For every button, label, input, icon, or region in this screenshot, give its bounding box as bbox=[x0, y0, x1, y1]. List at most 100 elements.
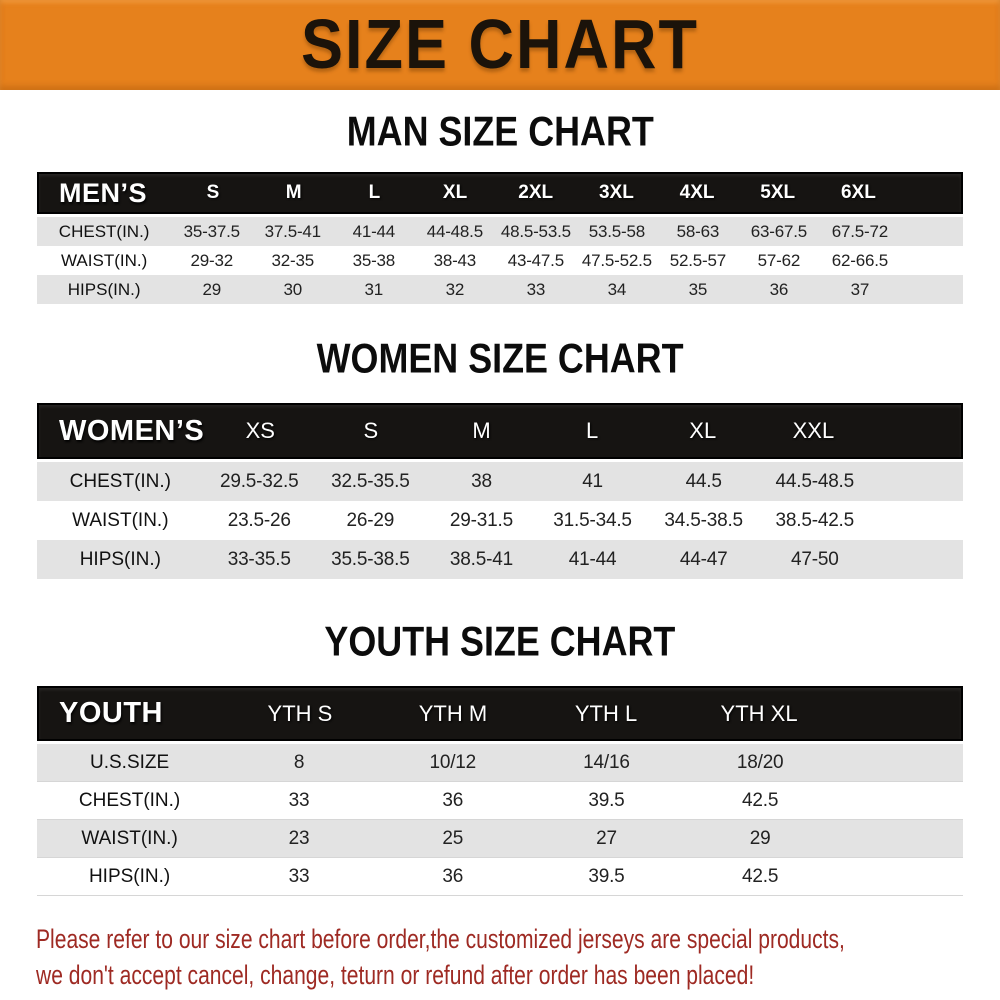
size-cell: 35.5-38.5 bbox=[331, 548, 410, 570]
size-cell: 42.5 bbox=[742, 865, 779, 887]
size-cell: 33 bbox=[288, 789, 310, 811]
mens-size-table: MEN’S S M L XL 2XL 3XL 4XL 5XL 6XL CHEST(IN.) 35-3… bbox=[37, 172, 963, 304]
youth-heading-text: YOUTH SIZE CHART bbox=[324, 618, 676, 665]
size-cell: 29 bbox=[749, 827, 771, 849]
size-cell: 32-35 bbox=[271, 250, 315, 270]
size-cell: 41 bbox=[582, 470, 603, 492]
size-cell: 67.5-72 bbox=[831, 221, 889, 241]
column-header: XL bbox=[442, 182, 468, 203]
size-cell: 33 bbox=[526, 279, 546, 299]
size-cell: 44-47 bbox=[679, 548, 728, 570]
column-header: S bbox=[206, 182, 220, 203]
size-cell: 10/12 bbox=[429, 751, 477, 773]
size-cell: 29-31.5 bbox=[449, 509, 513, 531]
womens-size-table: WOMEN’S XS S M L XL XXL CHEST(IN.) 29.5-32.5 32.… bbox=[37, 403, 963, 579]
row-label: CHEST(IN.) bbox=[69, 470, 171, 492]
size-cell: 48.5-53.5 bbox=[500, 221, 571, 241]
size-cell: 38.5-41 bbox=[449, 548, 513, 570]
table-row: CHEST(IN.) 33 36 39.5 42.5 bbox=[37, 782, 963, 820]
size-cell: 58-63 bbox=[676, 221, 720, 241]
row-label: HIPS(IN.) bbox=[67, 279, 141, 299]
size-cell: 31.5-34.5 bbox=[553, 509, 632, 531]
size-cell: 38 bbox=[471, 470, 492, 492]
column-header: XL bbox=[689, 418, 717, 443]
column-header: 6XL bbox=[840, 182, 876, 203]
size-cell: 53.5-58 bbox=[588, 221, 645, 241]
size-cell: 43-47.5 bbox=[507, 250, 564, 270]
size-cell: 44.5 bbox=[685, 470, 722, 492]
row-label: WAIST(IN.) bbox=[72, 509, 169, 531]
women-heading-text: WOMEN SIZE CHART bbox=[316, 335, 684, 382]
women-section-heading: WOMEN SIZE CHART bbox=[0, 335, 1000, 382]
mens-table-rows: CHEST(IN.) 35-37.5 37.5-41 41-44 44-48.5 48.5… bbox=[37, 217, 963, 304]
row-label: U.S.SIZE bbox=[90, 751, 170, 773]
size-cell: 39.5 bbox=[588, 789, 625, 811]
size-cell: 37 bbox=[850, 279, 870, 299]
size-cell: 63-67.5 bbox=[750, 221, 808, 241]
man-heading-text: MAN SIZE CHART bbox=[346, 108, 654, 155]
size-cell: 41-44 bbox=[352, 221, 396, 241]
size-cell: 42.5 bbox=[742, 789, 779, 811]
size-cell: 33-35.5 bbox=[227, 548, 291, 570]
size-cell: 38-43 bbox=[433, 250, 477, 270]
size-cell: 52.5-57 bbox=[669, 250, 726, 270]
table-corner-label: WOMEN’S bbox=[59, 414, 205, 447]
column-header: S bbox=[363, 418, 379, 443]
table-row: CHEST(IN.) 35-37.5 37.5-41 41-44 44-48.5 48.5… bbox=[37, 217, 963, 246]
size-cell: 23.5-26 bbox=[227, 509, 291, 531]
mens-table-header-bar: MEN’S S M L XL 2XL 3XL 4XL 5XL 6XL bbox=[37, 172, 963, 214]
footer-note: Please refer to our size chart before or… bbox=[36, 921, 1000, 993]
row-label: WAIST(IN.) bbox=[81, 827, 178, 849]
womens-table-header-bar: WOMEN’S XS S M L XL XXL bbox=[37, 403, 963, 459]
column-header: XXL bbox=[792, 418, 835, 443]
womens-table-rows: CHEST(IN.) 29.5-32.5 32.5-35.5 38 41 44.5 44.5… bbox=[37, 462, 963, 579]
size-cell: 25 bbox=[442, 827, 464, 849]
size-cell: 29 bbox=[202, 279, 222, 299]
row-label: CHEST(IN.) bbox=[58, 221, 150, 241]
column-header: 3XL bbox=[598, 182, 634, 203]
size-cell: 34.5-38.5 bbox=[664, 509, 743, 531]
footer-line-1: Please refer to our size chart before or… bbox=[36, 924, 845, 954]
table-row: CHEST(IN.) 29.5-32.5 32.5-35.5 38 41 44.5 44.5… bbox=[37, 462, 963, 501]
size-cell: 18/20 bbox=[736, 751, 784, 773]
column-header: M bbox=[285, 182, 302, 203]
size-cell: 38.5-42.5 bbox=[775, 509, 855, 531]
table-corner-label: YOUTH bbox=[59, 697, 163, 729]
size-cell: 26-29 bbox=[346, 509, 395, 531]
size-cell: 27 bbox=[596, 827, 617, 849]
size-cell: 39.5 bbox=[588, 865, 625, 887]
column-header: XS bbox=[245, 418, 275, 443]
size-cell: 29.5-32.5 bbox=[219, 470, 299, 492]
table-row: HIPS(IN.) 33-35.5 35.5-38.5 38.5-41 41-44 44-… bbox=[37, 540, 963, 579]
row-label: HIPS(IN.) bbox=[79, 548, 161, 570]
size-cell: 36 bbox=[442, 789, 464, 811]
youth-section-heading: YOUTH SIZE CHART bbox=[0, 618, 1000, 665]
size-cell: 36 bbox=[769, 279, 789, 299]
table-row: WAIST(IN.) 23 25 27 29 bbox=[37, 820, 963, 858]
column-header: YTH M bbox=[418, 700, 488, 726]
size-cell: 47.5-52.5 bbox=[581, 250, 652, 270]
youth-size-table: YOUTH YTH S YTH M YTH L YTH XL U.S.SIZE 8 10/1… bbox=[37, 686, 963, 896]
size-cell: 31 bbox=[364, 279, 384, 299]
size-cell: 23 bbox=[288, 827, 310, 849]
table-corner-label: MEN’S bbox=[59, 177, 148, 208]
table-row: HIPS(IN.) 29 30 31 32 33 34 35 36 37 bbox=[37, 275, 963, 304]
man-section-heading: MAN SIZE CHART bbox=[0, 108, 1000, 155]
column-header: L bbox=[586, 418, 599, 443]
size-cell: 44-48.5 bbox=[426, 221, 483, 241]
column-header: M bbox=[472, 418, 491, 443]
size-cell: 14/16 bbox=[583, 751, 630, 773]
size-cell: 29-32 bbox=[190, 250, 234, 270]
youth-table-header-bar: YOUTH YTH S YTH M YTH L YTH XL bbox=[37, 686, 963, 741]
size-cell: 34 bbox=[607, 279, 627, 299]
column-header: 4XL bbox=[679, 182, 715, 203]
youth-table-rows: U.S.SIZE 8 10/12 14/16 18/20 CHEST(IN.) 33 36 39… bbox=[37, 744, 963, 896]
size-cell: 62-66.5 bbox=[831, 250, 889, 270]
size-cell: 35-37.5 bbox=[183, 221, 240, 241]
size-chart-title: SIZE CHART bbox=[301, 6, 699, 84]
size-cell: 33 bbox=[288, 865, 310, 887]
size-chart-banner: SIZE CHART bbox=[0, 0, 1000, 90]
size-cell: 57-62 bbox=[757, 250, 801, 270]
size-cell: 36 bbox=[442, 865, 464, 887]
column-header: 2XL bbox=[518, 182, 554, 203]
